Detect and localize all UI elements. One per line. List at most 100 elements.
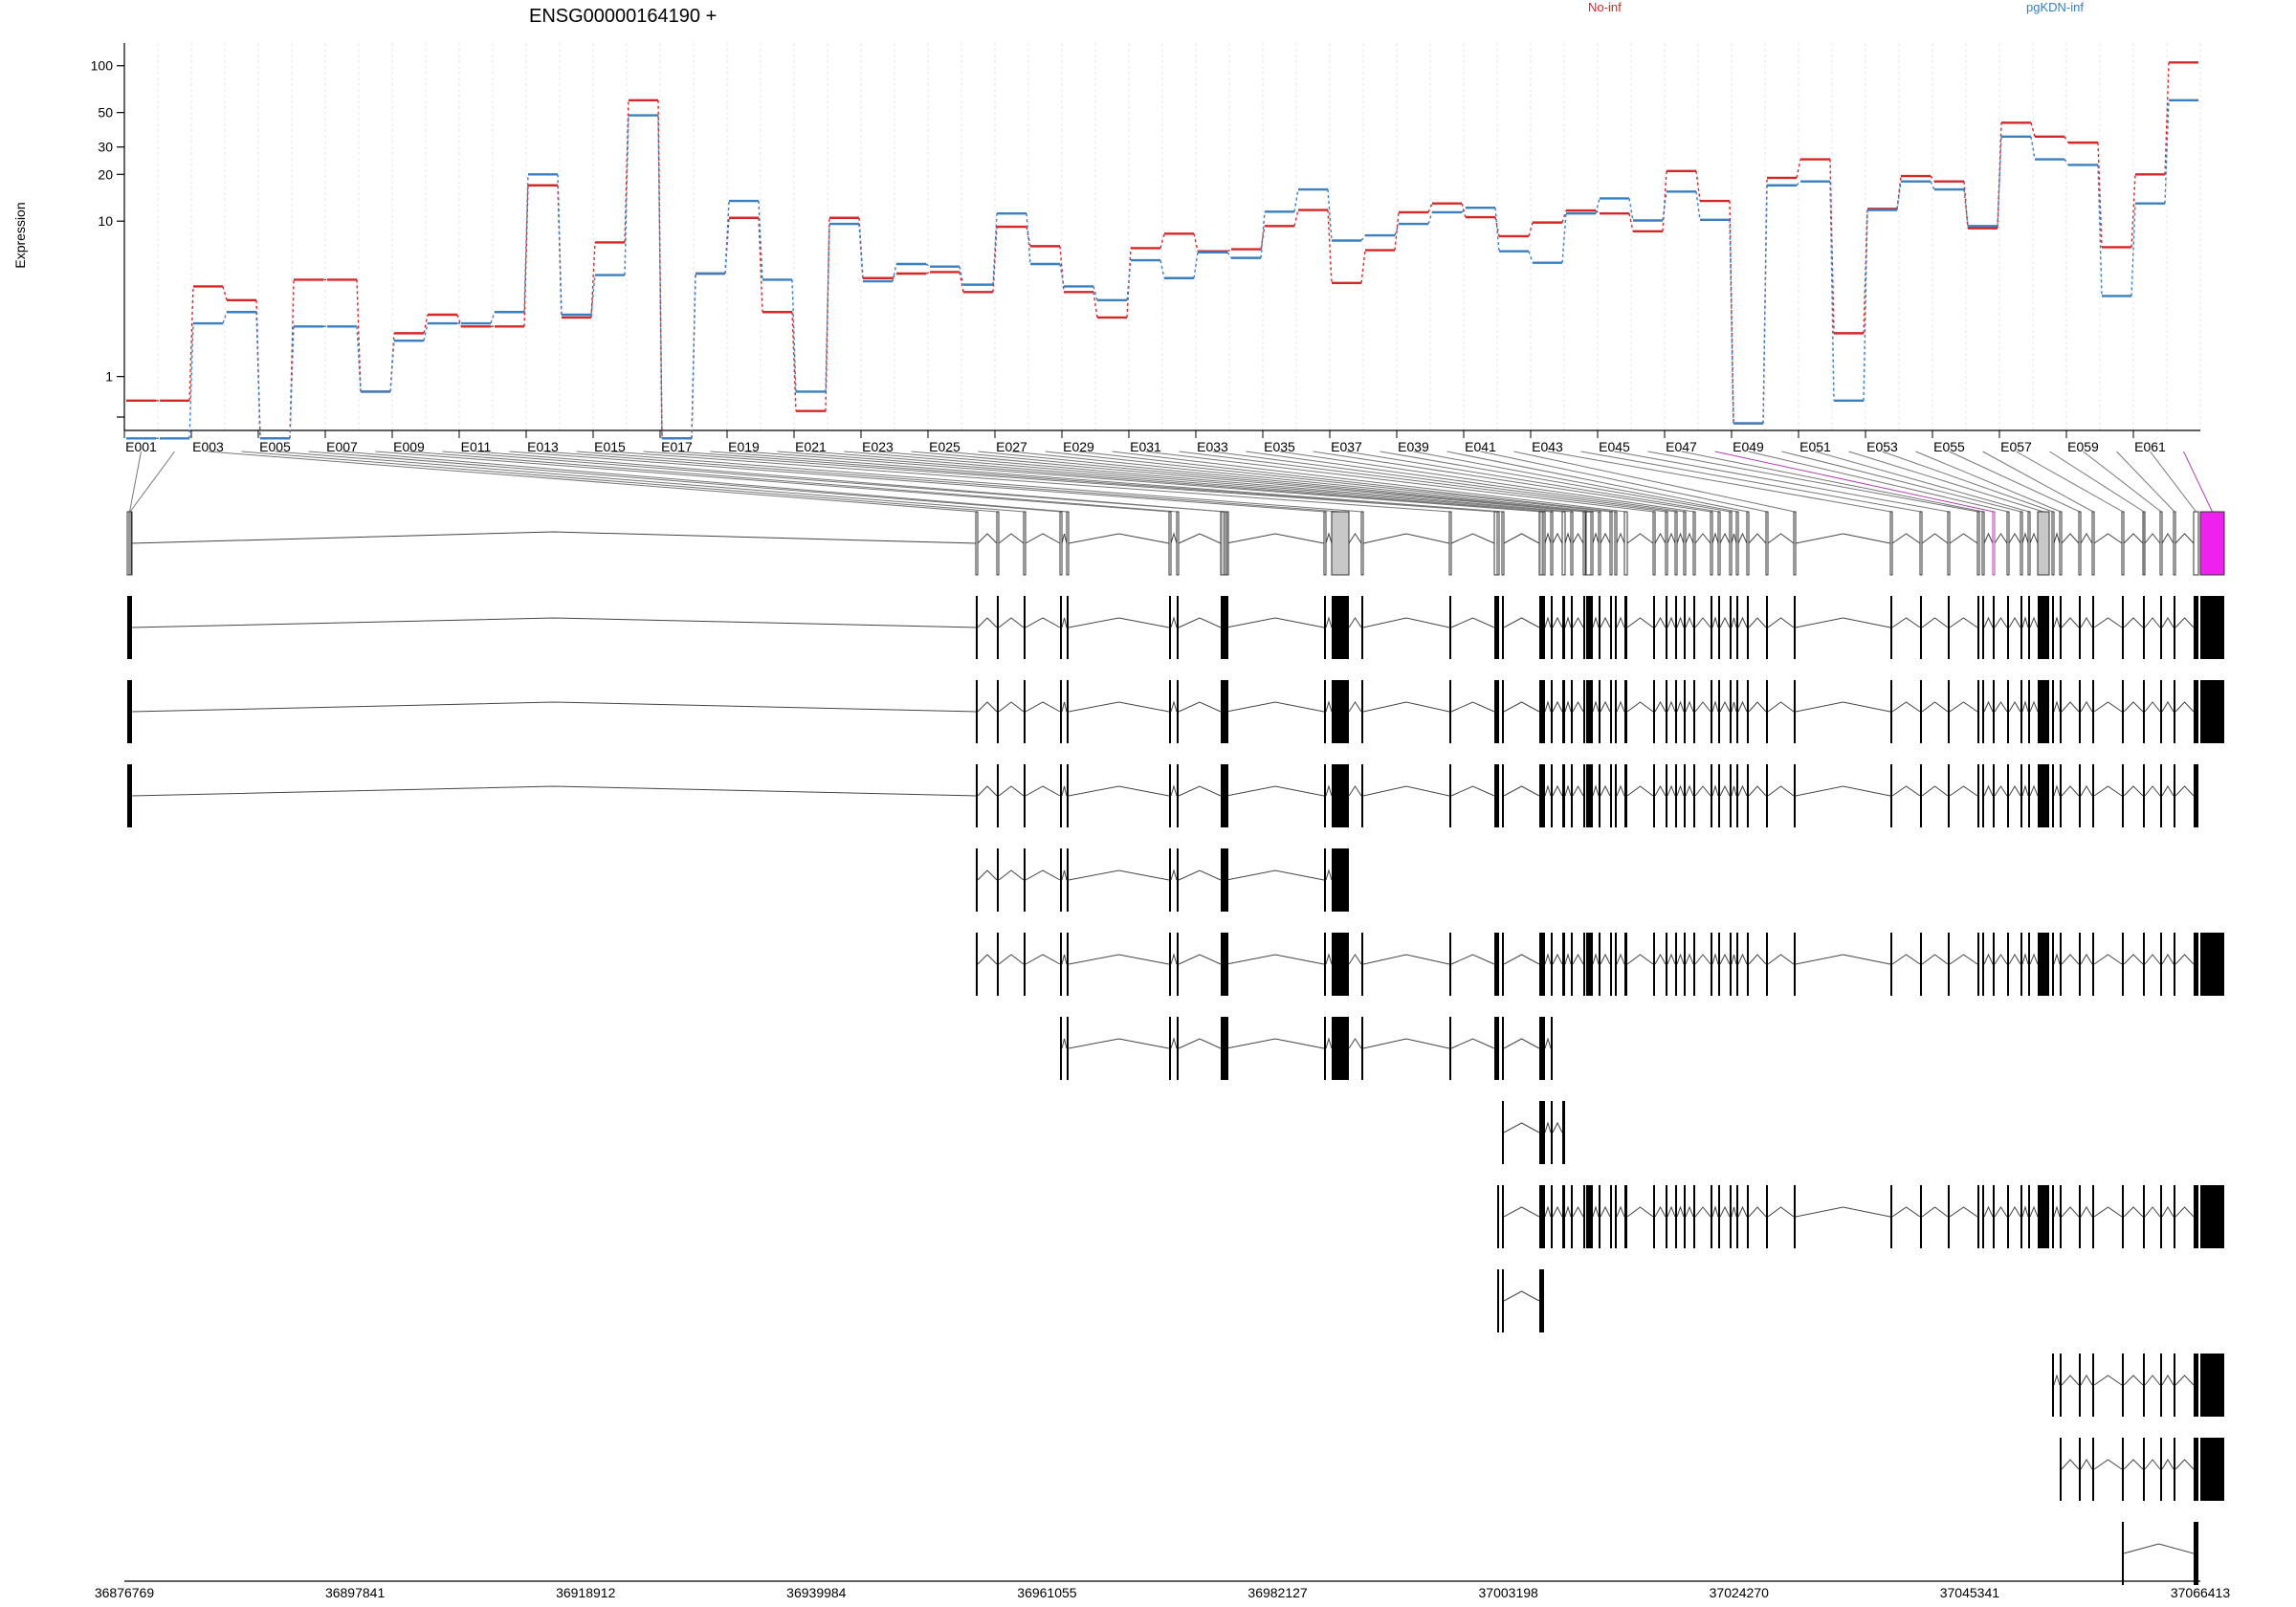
- intron-line: [1694, 785, 1711, 797]
- intron-line: [1891, 533, 1921, 544]
- intron-line: [1685, 784, 1694, 797]
- exon-block: [2060, 1438, 2062, 1501]
- exon-block: [1332, 848, 1349, 912]
- exon-block: [1024, 764, 1026, 827]
- exon-block: [2194, 764, 2198, 827]
- intron-line: [1685, 1205, 1694, 1218]
- exon-block: [129, 764, 131, 827]
- data-join: [624, 115, 629, 275]
- y-tick-label: 20: [98, 166, 113, 182]
- exon-block: [1730, 1185, 1732, 1248]
- coordinate-label: 36982127: [1247, 1585, 1308, 1600]
- intron-line: [1068, 954, 1170, 965]
- intron-line: [1891, 785, 1921, 797]
- exon-block: [1551, 1017, 1553, 1080]
- connector-line: [743, 451, 1542, 513]
- intron-line: [2093, 954, 2123, 965]
- transcript-row: [976, 848, 1349, 912]
- intron-line: [2008, 533, 2021, 544]
- exon-box: [1623, 511, 1628, 576]
- data-join: [1193, 233, 1199, 252]
- exon-block: [1169, 933, 1171, 996]
- exon-block: [1730, 680, 1732, 743]
- data-join: [1293, 188, 1299, 212]
- intron-line: [1178, 617, 1222, 628]
- intron-line: [1719, 1205, 1731, 1218]
- exon-block: [1332, 933, 1349, 996]
- data-join: [523, 174, 529, 313]
- exon-block: [2143, 1438, 2145, 1501]
- exon-block: [2079, 1354, 2081, 1417]
- data-join: [188, 286, 194, 401]
- intron-line: [1719, 532, 1731, 544]
- exon-block: [2174, 1354, 2175, 1417]
- y-tick-label: 50: [98, 105, 113, 121]
- connector-line: [643, 451, 1496, 513]
- exon-box: [1919, 511, 1923, 576]
- exon-block: [2200, 680, 2224, 743]
- intron-line: [1450, 785, 1495, 797]
- exon-block: [1497, 1185, 1499, 1248]
- data-join: [825, 224, 830, 392]
- exon-box: [1793, 511, 1797, 576]
- intron-line: [1748, 1206, 1767, 1218]
- exon-block: [1693, 680, 1695, 743]
- connector-line: [129, 451, 175, 513]
- intron-line: [2008, 701, 2021, 713]
- exon-block: [1502, 1185, 1504, 1248]
- exon-block: [1494, 933, 1497, 996]
- exon-block: [1324, 933, 1326, 996]
- intron-line: [1983, 953, 1994, 965]
- coordinate-label: 37066413: [2171, 1585, 2231, 1600]
- intron-line: [1544, 700, 1552, 713]
- exon-block: [2194, 1522, 2198, 1585]
- intron-line: [2093, 617, 2123, 628]
- intron-line: [2123, 785, 2144, 797]
- intron-line: [1654, 1205, 1667, 1218]
- exon-box: [2121, 511, 2125, 576]
- intron-line: [1731, 617, 1737, 628]
- intron-line: [1564, 616, 1572, 628]
- exon-block: [1693, 1185, 1695, 1248]
- data-join: [222, 286, 228, 301]
- connector-line: [509, 451, 1326, 513]
- legend-no-inf: No-inf: [1588, 0, 1622, 14]
- intron-line: [1348, 533, 1362, 544]
- exon-block: [1747, 680, 1749, 743]
- exon-block: [1977, 933, 1979, 996]
- intron-line: [1667, 532, 1676, 544]
- exon-block: [1539, 933, 1544, 996]
- connector-line: [129, 451, 142, 513]
- intron-line: [1767, 533, 1795, 544]
- exon-block: [1794, 596, 1796, 659]
- intron-line: [2093, 533, 2123, 544]
- connector-line: [375, 451, 1171, 513]
- intron-line: [1994, 954, 2008, 965]
- intron-line: [1061, 870, 1068, 881]
- exon-block: [1693, 933, 1695, 996]
- exon-block: [1024, 596, 1026, 659]
- exon-block: [1948, 1185, 1950, 1248]
- connector-line: [1045, 451, 1612, 513]
- transcript-row: [2052, 1354, 2224, 1417]
- exon-block: [976, 680, 978, 743]
- exon-block: [1225, 680, 1226, 743]
- exon-block: [2038, 933, 2049, 996]
- exon-block: [1225, 1017, 1226, 1080]
- exon-block: [1067, 764, 1069, 827]
- exon-block: [1060, 596, 1062, 659]
- intron-line: [1731, 785, 1737, 797]
- exon-block: [2060, 1185, 2062, 1248]
- exon-block: [2079, 680, 2081, 743]
- intron-line: [1694, 617, 1711, 628]
- exon-block: [1993, 1185, 1995, 1248]
- exon-box: [2159, 511, 2163, 576]
- data-join: [523, 185, 529, 327]
- exon-block: [1502, 933, 1504, 996]
- intron-line: [1178, 785, 1222, 797]
- connector-line: [911, 451, 1585, 513]
- exon-box: [1448, 511, 1452, 576]
- intron-line: [1921, 617, 1949, 628]
- exon-block: [1711, 764, 1712, 827]
- exon-block: [1571, 1185, 1573, 1248]
